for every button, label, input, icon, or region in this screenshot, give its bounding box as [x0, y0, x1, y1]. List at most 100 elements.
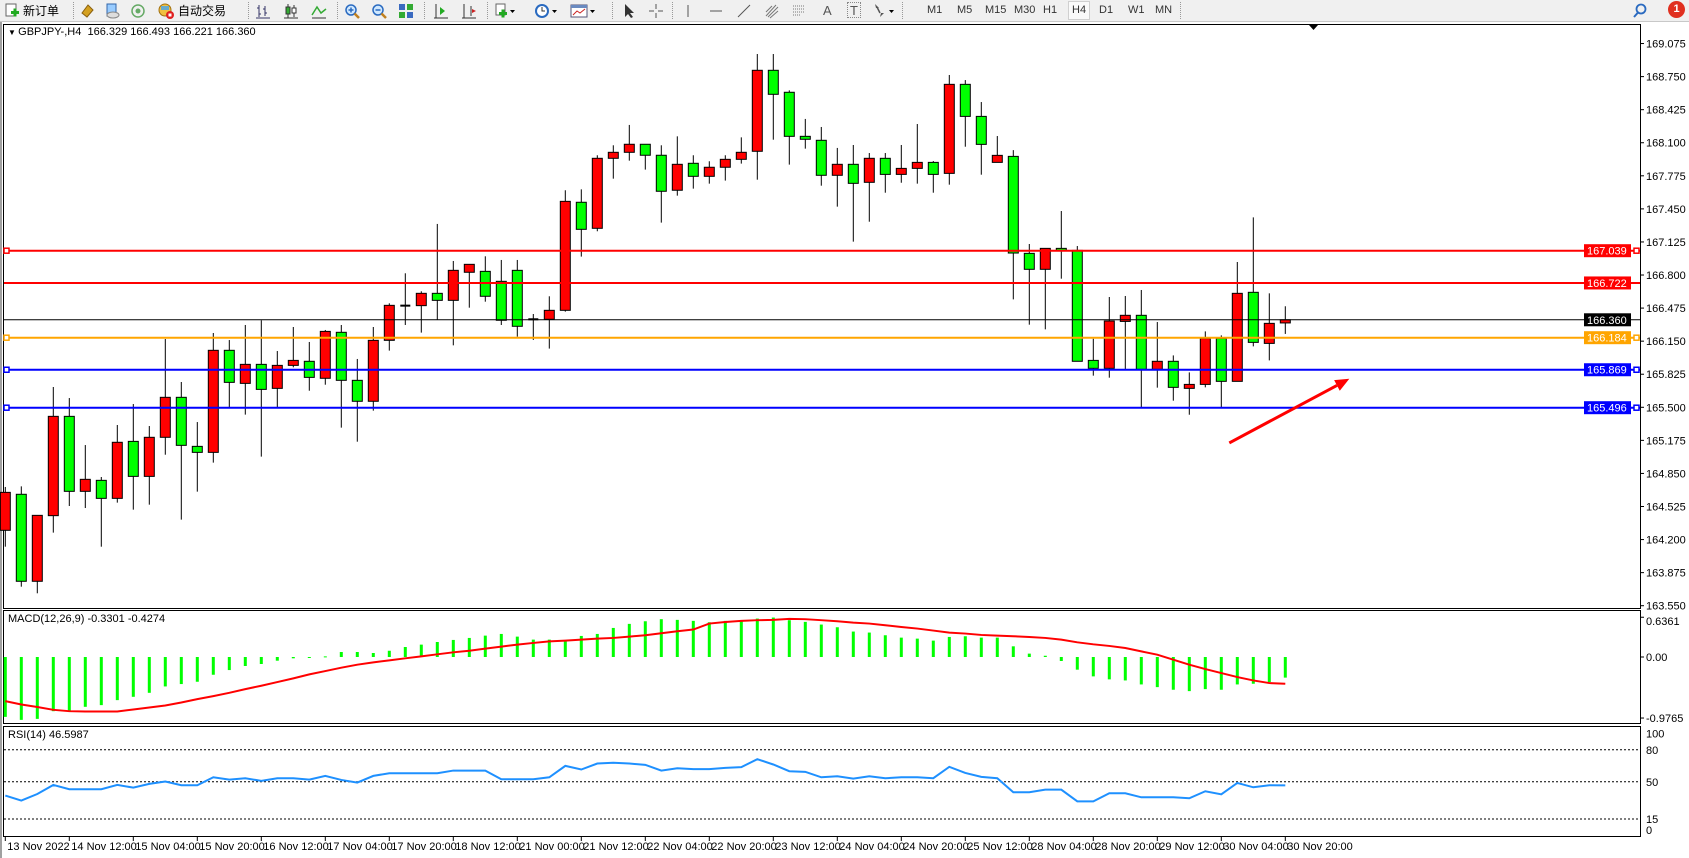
candle [127, 404, 139, 510]
period-m30-button[interactable]: M30 [1014, 4, 1036, 16]
period-d1-button[interactable]: D1 [1099, 4, 1114, 16]
fibo-retracement-icon [793, 5, 804, 15]
price-label-box [1584, 244, 1631, 258]
templates-button[interactable] [570, 2, 596, 19]
price-tick-label: 164.850 [1646, 468, 1686, 480]
candle [191, 422, 203, 492]
candle [783, 90, 795, 165]
search-button[interactable] [1632, 2, 1648, 19]
bull-candle-body [0, 491, 11, 531]
text-label-button[interactable]: T [847, 2, 861, 18]
macd-histogram-bar [371, 653, 375, 657]
candle [655, 145, 667, 223]
auto-scroll-button[interactable] [433, 2, 449, 19]
price-tick-label: 169.075 [1646, 39, 1686, 51]
bull-candle-body [703, 166, 715, 177]
candlestick-icon [284, 3, 298, 18]
macd-histogram-bar [563, 640, 567, 657]
price-label-text: 166.360 [1587, 315, 1627, 327]
candle [943, 74, 955, 185]
market-watch-button[interactable] [79, 2, 95, 19]
bull-candle-body [623, 143, 635, 153]
period-w1-button[interactable]: W1 [1128, 4, 1145, 16]
macd-label: MACD(12,26,9) -0.3301 -0.4274 [8, 613, 166, 625]
candle [47, 387, 59, 533]
signals-button[interactable] [130, 2, 146, 19]
bull-candle-body [1103, 320, 1115, 369]
candle [111, 424, 123, 503]
macd-histogram-bar [1107, 657, 1111, 680]
macd-histogram-bar [419, 644, 423, 657]
notifications-icon[interactable]: 1 [1668, 1, 1685, 18]
navigator-button[interactable] [104, 2, 120, 19]
collapse-triangle-icon[interactable]: ▼ [8, 28, 19, 37]
price-label-text: 167.039 [1587, 246, 1627, 258]
chart-shift-button[interactable] [461, 2, 477, 19]
tile-windows-button[interactable] [398, 2, 414, 19]
macd-histogram-bar [627, 623, 631, 657]
cursor-button[interactable] [621, 2, 637, 19]
bull-candle-body [271, 364, 283, 389]
bull-candle-body [863, 157, 875, 183]
bear-candle-body [495, 280, 507, 321]
line-handle [3, 334, 10, 341]
bull-candle-body [31, 514, 43, 582]
vertical-line-button[interactable] [680, 2, 696, 19]
macd-axis-label: 0.6361 [1646, 616, 1680, 628]
price-tick-label: 167.775 [1646, 171, 1686, 183]
candle [575, 189, 587, 257]
fibo-fan-button[interactable] [764, 2, 780, 19]
auto-trading-label: 自动交易 [178, 4, 227, 18]
horizontal-line-button[interactable] [708, 2, 724, 19]
periods-button[interactable] [534, 2, 558, 19]
candlestick-button[interactable] [283, 2, 299, 19]
templates-icon [570, 4, 595, 17]
candle [415, 291, 427, 333]
arrows-button[interactable] [870, 2, 896, 19]
candle [1199, 331, 1211, 388]
bear-candle-body [975, 115, 987, 145]
arrows-icon [875, 3, 894, 17]
candle [927, 161, 939, 193]
macd-histogram-bar [979, 637, 983, 657]
bar-chart-icon [256, 4, 270, 18]
macd-histogram-bar [51, 657, 55, 712]
candle [847, 144, 859, 242]
macd-histogram-bar [323, 656, 327, 658]
zoom-out-button[interactable] [371, 2, 387, 19]
chart-shift-marker[interactable] [1309, 25, 1318, 30]
candle [400, 273, 411, 325]
period-mn-button[interactable]: MN [1155, 4, 1173, 16]
new-order-button[interactable]: 新订单 [4, 2, 59, 19]
macd-histogram-bar [195, 657, 199, 682]
trendline-button[interactable] [736, 2, 752, 19]
line-handle [1633, 247, 1640, 254]
price-tick-label: 164.525 [1646, 501, 1686, 513]
bear-candle-body [351, 379, 363, 402]
macd-histogram-bar [595, 633, 599, 657]
period-m5-button[interactable]: M5 [957, 4, 973, 16]
macd-histogram-bar [451, 639, 455, 657]
time-label: 25 Nov 12:00 [967, 841, 1032, 853]
bar-chart-button[interactable] [255, 2, 271, 19]
bull-candle-body [895, 167, 907, 175]
crosshair-button[interactable] [648, 2, 664, 19]
rsi-axis-label: 100 [1646, 729, 1664, 741]
price-tick-label: 166.800 [1646, 270, 1686, 282]
period-h1-button[interactable]: H1 [1043, 4, 1058, 16]
price-tick-label: 163.875 [1646, 568, 1686, 580]
period-m1-button[interactable]: M1 [927, 4, 943, 16]
indicators-button[interactable] [494, 2, 516, 19]
bear-candle-body [879, 157, 891, 175]
zoom-in-button[interactable] [344, 2, 360, 19]
fibo-retracement-button[interactable] [792, 2, 808, 19]
auto-trading-button[interactable]: 自动交易 [157, 2, 226, 19]
bull-candle-body [319, 330, 331, 379]
line-chart-button[interactable] [311, 2, 327, 19]
text-tool-button[interactable]: A [823, 2, 832, 19]
candle [1119, 295, 1131, 370]
candle [207, 333, 219, 463]
period-h4-button[interactable]: H4 [1068, 1, 1091, 20]
period-m15-button[interactable]: M15 [985, 4, 1007, 16]
